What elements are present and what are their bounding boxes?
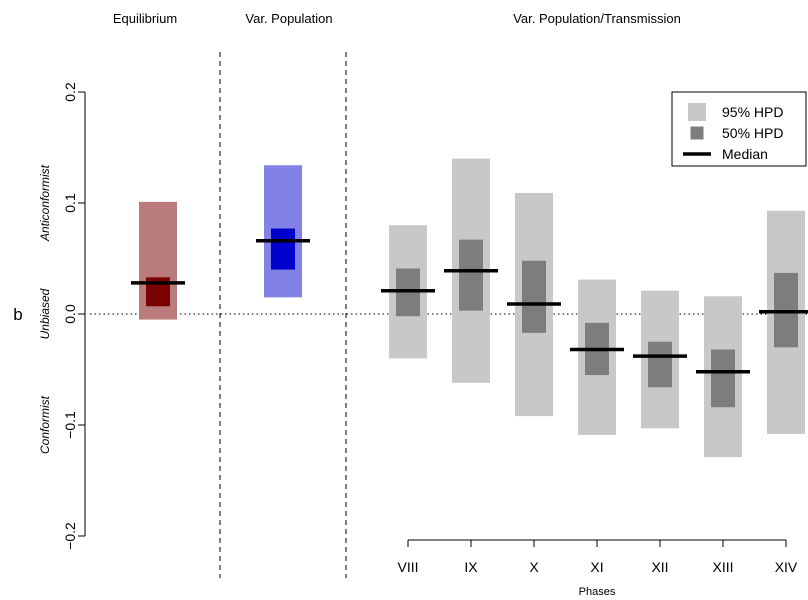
panel-title: Var. Population — [245, 11, 332, 26]
x-tick-label: XIV — [775, 559, 798, 575]
y-tick-label: −0.2 — [62, 522, 78, 550]
x-tick-label: XIII — [712, 559, 733, 575]
y-tick-label: −0.1 — [62, 411, 78, 439]
hpd50-bar — [648, 341, 672, 388]
y-tick-label: 0.1 — [62, 193, 78, 213]
y-tick-label: 0.0 — [62, 304, 78, 324]
x-tick-label: X — [529, 559, 539, 575]
hpd50-bar — [711, 349, 735, 408]
x-tick-label: IX — [464, 559, 478, 575]
y-axis-label: b — [13, 305, 22, 324]
hpd50-bar — [459, 239, 483, 311]
x-tick-label: VIII — [397, 559, 418, 575]
x-axis-label: Phases — [579, 586, 616, 598]
y-side-label: Anticonformist — [38, 164, 52, 242]
x-tick-label: XII — [651, 559, 668, 575]
y-tick-label: 0.2 — [62, 82, 78, 102]
y-side-label: Unbiased — [38, 288, 52, 339]
panel-title: Equilibrium — [113, 11, 177, 26]
legend-label: Median — [722, 146, 768, 162]
legend-swatch — [688, 103, 706, 121]
hpd50-bar — [522, 260, 546, 333]
hpd50-bar — [271, 228, 295, 270]
legend-swatch — [690, 126, 704, 140]
legend-label: 95% HPD — [722, 104, 783, 120]
legend-label: 50% HPD — [722, 125, 783, 141]
panel-title: Var. Population/Transmission — [513, 11, 681, 26]
x-tick-label: XI — [590, 559, 603, 575]
y-side-label: Conformist — [38, 395, 52, 454]
